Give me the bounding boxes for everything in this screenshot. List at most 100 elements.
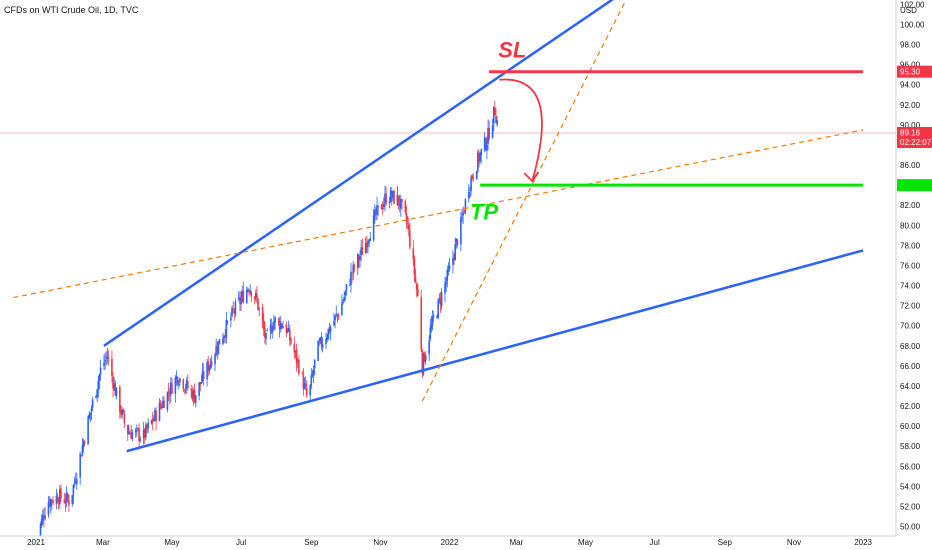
candle-body (245, 289, 248, 303)
candle-body (485, 138, 487, 150)
candle-body (398, 202, 401, 207)
candle-body (404, 200, 407, 213)
candle-body (66, 494, 69, 500)
candle-body (469, 189, 471, 191)
y-tick-label: 66.00 (900, 362, 921, 371)
candle-body (377, 205, 379, 208)
candle-body (364, 243, 367, 253)
candle-body (424, 355, 427, 361)
y-tick-label: 76.00 (900, 261, 921, 270)
candle-body (240, 298, 242, 305)
candle-body (82, 441, 85, 448)
candle-body (242, 290, 245, 303)
candle-body (258, 308, 261, 310)
candle-body (412, 248, 415, 259)
candle-body (310, 375, 313, 386)
y-tick-label: 58.00 (900, 442, 921, 451)
candle-body (407, 224, 410, 230)
candle-body (390, 192, 393, 199)
candle-body (90, 408, 93, 412)
candle-body (447, 269, 450, 272)
y-tick-label: 52.00 (900, 502, 921, 511)
x-tick-label: Mar (510, 538, 524, 547)
candle-body (194, 395, 197, 404)
x-tick-label: May (578, 538, 593, 547)
candle-body (406, 223, 409, 224)
candle-body (274, 317, 276, 323)
candle-body (131, 432, 134, 440)
candle-body (87, 416, 89, 445)
candle-body (385, 193, 387, 204)
candle-body (97, 380, 100, 390)
candle-body (104, 359, 106, 362)
candle-body (337, 314, 340, 318)
channel-lower[interactable] (126, 249, 864, 453)
candle-body (350, 271, 352, 285)
price-tag-box (897, 65, 932, 78)
candle-body (460, 217, 462, 245)
candle-body (248, 291, 250, 292)
y-tick-label: 96.00 (900, 61, 921, 70)
candle-body (479, 153, 481, 161)
candle-body (417, 289, 419, 297)
candle-body (405, 213, 408, 222)
candle-body (222, 338, 224, 345)
candle-body (223, 335, 225, 339)
y-tick-label: 92.00 (900, 101, 921, 110)
candle-body (170, 382, 172, 395)
candle-body (206, 362, 208, 380)
candle-body (461, 217, 463, 218)
time-axis[interactable]: 2021 Mar May Jul Sep Nov 2022 Mar May Jul Sep Nov 20… (27, 538, 872, 547)
price-axis-background[interactable] (896, 0, 932, 536)
fib-dashed-steep[interactable] (421, 0, 636, 402)
candle-body (392, 191, 394, 198)
candle-body (106, 356, 109, 359)
candle-body (422, 353, 425, 375)
candle-body (468, 192, 470, 199)
candle-body (294, 351, 297, 352)
candle-body (241, 291, 244, 298)
candle-body (428, 340, 430, 355)
y-tick-label: 50.00 (900, 523, 921, 532)
candle-body (464, 199, 467, 212)
candle-body (179, 378, 181, 383)
candle-body (174, 377, 177, 395)
candle-body (126, 425, 129, 435)
candle-body (438, 297, 441, 299)
candle-body (487, 127, 489, 144)
fib-dashed-shallow[interactable] (13, 129, 864, 299)
candle-body (39, 524, 42, 539)
candle-body (107, 357, 110, 359)
candle-body (334, 315, 336, 321)
y-tick-label: 94.00 (900, 81, 921, 90)
candle-body (312, 369, 315, 375)
candle-body (183, 390, 186, 391)
candle-body (285, 324, 288, 334)
candle-body (494, 107, 496, 115)
candle-body (145, 424, 147, 438)
candle-body (361, 247, 364, 255)
candle-body (304, 383, 307, 387)
channel-upper[interactable] (103, 0, 642, 347)
currency-label: USD (900, 6, 917, 15)
price-tag-label: 95.30 (900, 68, 921, 77)
candle-body (187, 381, 189, 389)
candle-body (177, 384, 180, 386)
candle-body (495, 116, 497, 124)
candle-body (55, 495, 58, 504)
candle-body (326, 336, 328, 340)
y-tick-label: 78.00 (900, 241, 921, 250)
candle-body (115, 387, 118, 396)
candle-body (218, 338, 221, 345)
time-axis-background[interactable] (0, 536, 932, 550)
candle-body (320, 337, 323, 347)
candle-body (56, 496, 59, 503)
candle-body (288, 329, 291, 341)
candle-body (80, 455, 83, 457)
candle-body (88, 414, 91, 419)
candle-body (74, 480, 77, 483)
candle-body (349, 284, 351, 286)
move-arrow[interactable] (499, 78, 543, 182)
candle-body (290, 338, 292, 344)
